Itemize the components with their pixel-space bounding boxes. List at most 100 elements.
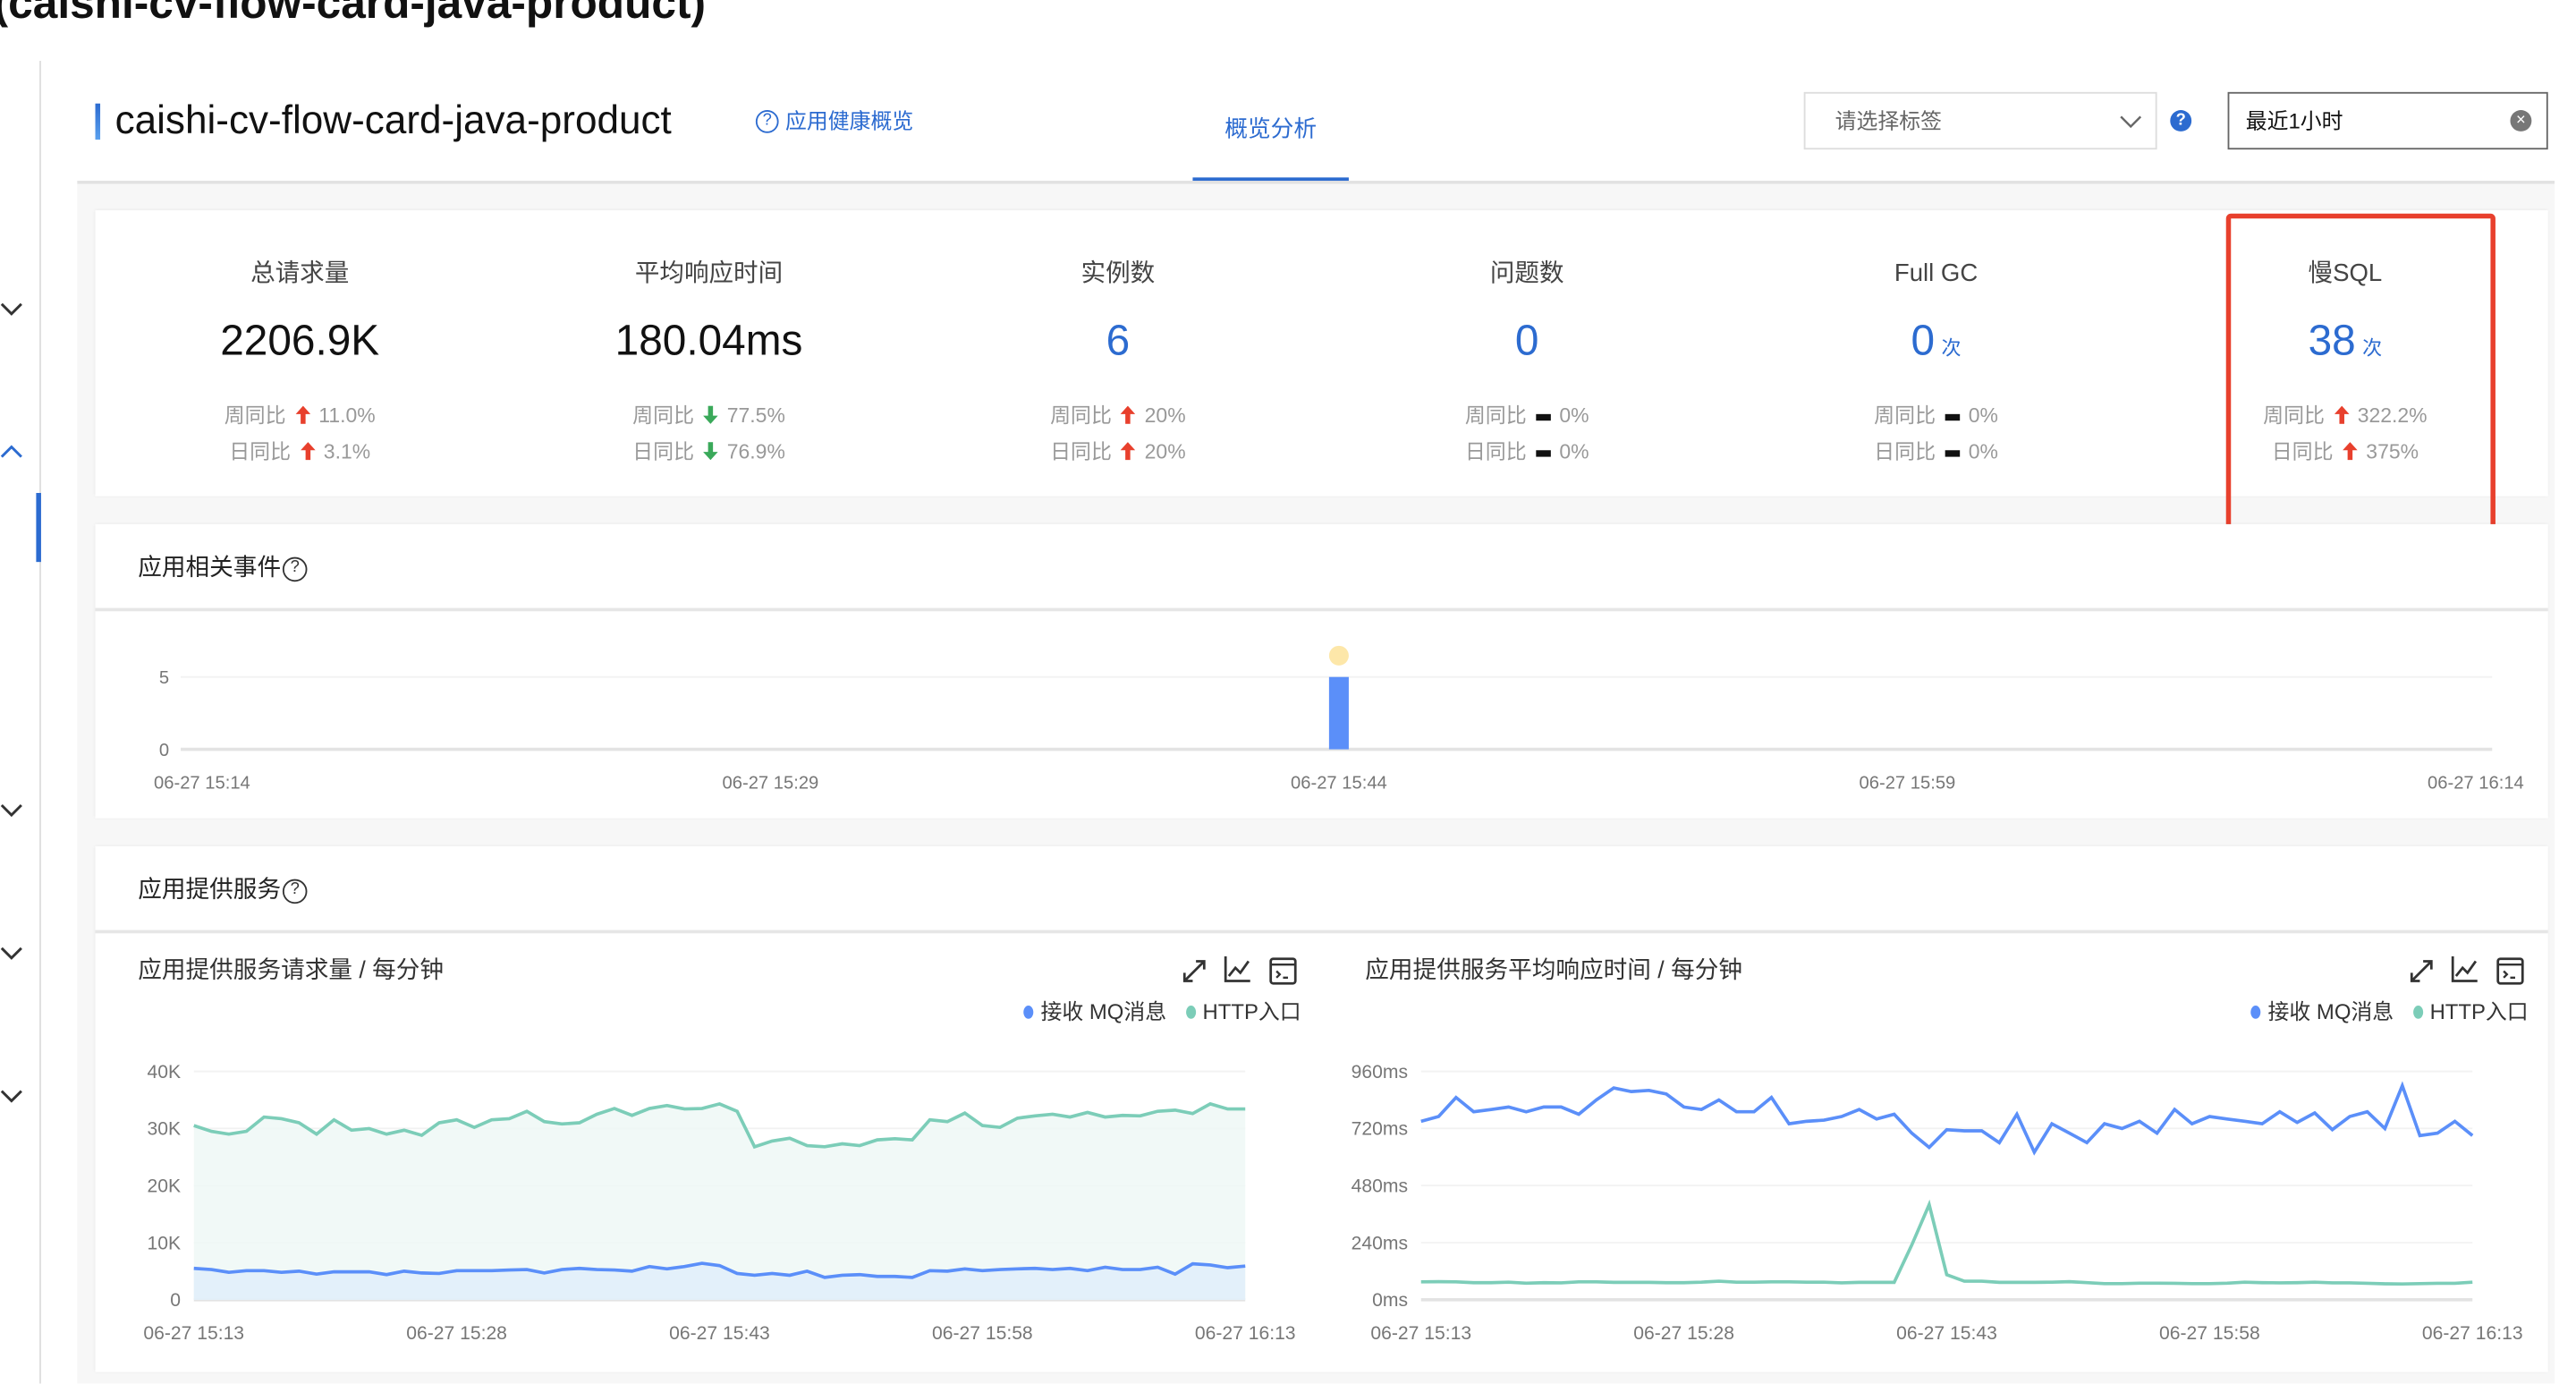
legend-dot <box>2251 1006 2262 1019</box>
flat-dash-icon <box>1535 449 1551 457</box>
metric-value-text: 0 <box>1514 315 1539 365</box>
metric-title: Full GC <box>1894 259 1979 288</box>
help-circle-icon[interactable]: ? <box>282 878 308 904</box>
legend-item-mq[interactable]: 接收 MQ消息 <box>2251 999 2394 1025</box>
y-tick-label: 0 <box>159 741 169 760</box>
metric-value[interactable]: 6 <box>913 316 1322 365</box>
arrow-up-icon <box>294 405 310 424</box>
line-chart-icon[interactable] <box>1221 953 1254 986</box>
day-value: 0% <box>1968 440 1998 463</box>
sidebar-chevron-down-icon[interactable] <box>0 301 23 324</box>
day-label: 日同比 <box>1050 440 1112 463</box>
metric-title: 平均响应时间 <box>634 259 784 288</box>
sidebar-divider <box>39 60 41 1384</box>
chart-legend: 接收 MQ消息 HTTP入口 <box>1024 999 1301 1025</box>
series-line-http[interactable] <box>1420 1199 2473 1286</box>
metric-value-text: 0 <box>1911 315 1936 365</box>
x-tick-label: 06-27 15:58 <box>2159 1323 2260 1344</box>
week-compare: 周同比 11.0% <box>96 404 504 429</box>
week-label: 周同比 <box>2263 403 2326 428</box>
day-value: 76.9% <box>726 440 785 463</box>
tag-select[interactable]: 请选择标签 <box>1803 91 2157 150</box>
legend-dot <box>1024 1006 1035 1019</box>
clear-icon[interactable]: × <box>2510 110 2532 132</box>
x-tick-label: 06-27 15:58 <box>932 1323 1033 1344</box>
x-tick-label: 06-27 15:13 <box>143 1323 244 1344</box>
sidebar-chevron-down-icon[interactable] <box>0 1088 23 1111</box>
event-marker[interactable] <box>1328 645 1349 666</box>
week-label: 周同比 <box>1050 403 1112 428</box>
day-label: 日同比 <box>1464 440 1527 463</box>
x-tick-label: 06-27 15:29 <box>723 774 819 794</box>
arrow-down-icon <box>703 405 718 424</box>
events-chart: 0 5 06-27 15:14 06-27 15:29 06-27 15:44 06-27… <box>154 645 2524 794</box>
time-range-value: 最近1小时 <box>2245 108 2343 133</box>
y-tick-label: 0ms <box>1372 1290 1408 1311</box>
sidebar-chevron-down-icon[interactable] <box>0 945 23 968</box>
day-label: 日同比 <box>632 440 695 463</box>
day-compare: 日同比 0% <box>1732 440 2140 465</box>
metric-value-text: 180.04ms <box>614 315 803 365</box>
week-compare: 周同比 77.5% <box>504 404 913 429</box>
sidebar-chevron-up-icon[interactable] <box>0 444 23 467</box>
x-tick-label: 06-27 15:44 <box>1291 774 1387 794</box>
terminal-icon[interactable] <box>1267 955 1300 988</box>
legend-label: HTTP入口 <box>1202 998 1301 1024</box>
week-label: 周同比 <box>224 403 286 428</box>
metric-value[interactable]: 38 次 <box>2140 316 2549 373</box>
legend-item-mq[interactable]: 接收 MQ消息 <box>1024 999 1166 1025</box>
legend-label: HTTP入口 <box>2429 998 2529 1024</box>
header-divider <box>77 181 2555 184</box>
fullscreen-icon[interactable] <box>1178 955 1211 988</box>
day-label: 日同比 <box>229 440 292 463</box>
window-title: (caishi-cv-flow-card-java-product) <box>0 0 707 29</box>
metric-value: 180.04ms <box>504 316 913 365</box>
legend-item-http[interactable]: HTTP入口 <box>1186 999 1301 1025</box>
week-value: 0% <box>1559 403 1589 428</box>
y-tick-label: 40K <box>147 1062 181 1083</box>
fullscreen-icon[interactable] <box>2405 955 2438 988</box>
metric-0: 总请求量 2206.9K 周同比 11.0% 日同比 3.1% <box>96 210 504 497</box>
day-compare: 日同比 76.9% <box>504 440 913 465</box>
metric-4: Full GC 0 次周同比 0% 日同比 0% <box>1732 210 2140 497</box>
series-line-mq[interactable] <box>193 1261 1246 1279</box>
metric-title: 问题数 <box>1489 259 1564 288</box>
time-range-input[interactable]: 最近1小时 <box>2227 91 2548 150</box>
legend-dot <box>1186 1006 1197 1019</box>
metric-value-text: 6 <box>1106 315 1131 365</box>
day-compare: 日同比 0% <box>1323 440 1732 465</box>
series-line-http[interactable] <box>193 1101 1246 1150</box>
chart-title: 应用提供服务请求量 / 每分钟 <box>138 957 445 985</box>
week-compare: 周同比 0% <box>1732 404 2140 429</box>
legend-item-http[interactable]: HTTP入口 <box>2413 998 2529 1025</box>
metric-value[interactable]: 0 <box>1323 316 1732 365</box>
help-icon[interactable]: ? <box>2170 110 2192 132</box>
week-value: 77.5% <box>726 403 785 428</box>
x-tick-label: 06-27 15:59 <box>1860 774 1956 794</box>
arrow-up-icon <box>2342 442 2358 461</box>
week-label: 周同比 <box>1464 403 1527 428</box>
series-line-mq[interactable] <box>1420 1081 2474 1156</box>
help-circle-icon[interactable]: ? <box>282 556 308 582</box>
line-chart-icon[interactable] <box>2448 953 2481 986</box>
sidebar-chevron-down-icon[interactable] <box>0 802 23 825</box>
health-overview-label: 应用健康概览 <box>784 108 914 133</box>
metric-title: 慢SQL <box>2308 259 2383 288</box>
health-overview-link[interactable]: ? 应用健康概览 <box>755 108 914 134</box>
chevron-down-icon <box>2120 115 2142 129</box>
series-area <box>193 1263 1246 1300</box>
y-tick-label: 30K <box>147 1119 181 1140</box>
metric-value: 2206.9K <box>96 316 504 365</box>
day-label: 日同比 <box>1874 440 1936 463</box>
day-value: 375% <box>2366 440 2419 463</box>
terminal-icon[interactable] <box>2494 955 2527 988</box>
flat-dash-icon <box>1945 413 1960 420</box>
event-bar[interactable] <box>1328 676 1349 750</box>
day-compare: 日同比 375% <box>2140 440 2549 465</box>
tab-overview-analysis[interactable]: 概览分析 <box>1224 115 1318 141</box>
week-value: 11.0% <box>318 403 376 428</box>
day-value: 0% <box>1559 440 1589 463</box>
tag-select-placeholder: 请选择标签 <box>1835 108 1943 133</box>
